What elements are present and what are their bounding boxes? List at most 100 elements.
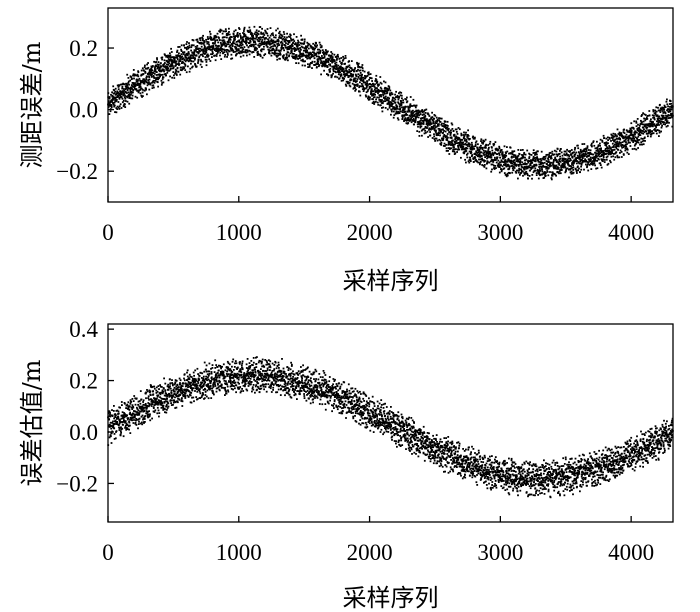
data-point xyxy=(115,107,118,109)
data-point xyxy=(607,136,609,139)
data-point xyxy=(234,46,236,48)
data-point xyxy=(479,154,482,157)
data-point xyxy=(444,135,446,137)
data-point xyxy=(200,66,203,68)
data-point xyxy=(608,136,611,139)
data-point xyxy=(443,142,446,145)
data-point xyxy=(141,88,144,91)
data-point xyxy=(666,120,669,122)
data-point xyxy=(587,163,589,166)
data-point xyxy=(470,148,473,150)
data-point xyxy=(652,132,655,135)
data-point xyxy=(157,61,160,63)
data-point xyxy=(379,99,382,101)
data-point xyxy=(203,44,206,47)
data-point xyxy=(275,52,278,55)
data-point xyxy=(592,157,595,160)
data-point xyxy=(473,145,475,148)
data-point xyxy=(439,129,441,132)
data-point xyxy=(116,421,119,423)
data-point xyxy=(281,45,283,48)
data-point xyxy=(193,51,196,54)
data-point xyxy=(652,125,654,128)
data-point xyxy=(386,87,388,90)
data-point xyxy=(150,71,153,74)
data-point xyxy=(366,84,369,86)
data-point xyxy=(250,32,253,34)
data-point xyxy=(267,38,269,41)
data-point xyxy=(485,144,488,147)
data-point xyxy=(238,28,241,30)
data-point xyxy=(490,154,492,156)
data-point xyxy=(177,70,180,73)
data-point xyxy=(523,153,525,156)
data-point xyxy=(324,52,327,55)
data-point xyxy=(155,65,158,68)
data-point xyxy=(184,397,187,399)
data-point xyxy=(619,138,622,141)
data-point xyxy=(251,51,254,53)
data-point xyxy=(600,147,602,150)
data-point xyxy=(310,46,313,49)
data-point xyxy=(162,406,164,409)
y-tick-label: −0.2 xyxy=(56,471,98,496)
data-point xyxy=(524,153,527,156)
data-point xyxy=(202,42,205,45)
data-point xyxy=(271,42,274,45)
data-point xyxy=(500,149,503,151)
data-point xyxy=(203,40,206,43)
data-point xyxy=(145,412,148,415)
data-point xyxy=(465,138,468,141)
data-point xyxy=(134,416,136,418)
data-point xyxy=(576,160,579,162)
data-point xyxy=(241,40,243,43)
data-point xyxy=(598,150,600,153)
data-point xyxy=(118,96,121,99)
data-point xyxy=(246,36,249,39)
data-point xyxy=(191,44,193,47)
data-point xyxy=(165,405,168,407)
data-point xyxy=(115,96,117,99)
data-point xyxy=(442,138,445,141)
data-point xyxy=(242,32,244,34)
data-point xyxy=(156,397,158,400)
data-point xyxy=(111,414,114,417)
data-point xyxy=(306,49,308,52)
data-point xyxy=(197,51,200,54)
data-point xyxy=(326,65,329,68)
data-point xyxy=(152,65,154,67)
data-point xyxy=(586,165,589,167)
data-point xyxy=(130,90,133,93)
data-point xyxy=(301,38,304,41)
data-point xyxy=(211,48,213,51)
data-point xyxy=(357,64,360,67)
data-point xyxy=(160,400,162,402)
data-point xyxy=(590,158,592,161)
data-point xyxy=(236,43,239,46)
data-point xyxy=(666,103,669,106)
data-point xyxy=(179,393,182,396)
data-point xyxy=(177,395,180,398)
data-point xyxy=(146,82,149,84)
data-point xyxy=(109,108,112,110)
data-point xyxy=(528,157,531,160)
data-point xyxy=(476,160,479,163)
data-point xyxy=(179,55,181,57)
data-point xyxy=(229,38,232,41)
data-point xyxy=(445,126,448,129)
data-point xyxy=(509,172,511,175)
data-point xyxy=(618,131,621,134)
data-point xyxy=(397,101,399,104)
data-point xyxy=(309,63,311,66)
data-point xyxy=(600,149,602,151)
data-point xyxy=(659,103,661,106)
data-point xyxy=(421,117,424,119)
data-point xyxy=(624,143,627,146)
data-point xyxy=(183,377,185,380)
data-point xyxy=(159,75,161,78)
data-point xyxy=(400,94,403,97)
data-point xyxy=(657,106,659,109)
data-point xyxy=(428,115,431,117)
data-point xyxy=(434,140,436,142)
data-point xyxy=(671,105,674,108)
